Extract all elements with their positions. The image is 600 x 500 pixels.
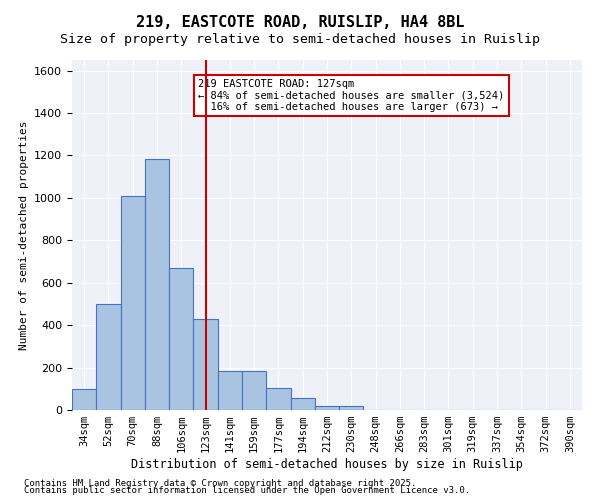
Y-axis label: Number of semi-detached properties: Number of semi-detached properties [19, 120, 29, 350]
Text: 219 EASTCOTE ROAD: 127sqm
← 84% of semi-detached houses are smaller (3,524)
  16: 219 EASTCOTE ROAD: 127sqm ← 84% of semi-… [198, 79, 505, 112]
Bar [266, 388, 290, 410]
X-axis label: Distribution of semi-detached houses by size in Ruislip: Distribution of semi-detached houses by … [131, 458, 523, 471]
Bar [145, 158, 169, 410]
Text: Contains HM Land Registry data © Crown copyright and database right 2025.: Contains HM Land Registry data © Crown c… [24, 478, 416, 488]
Bar [169, 268, 193, 410]
Bar [218, 371, 242, 410]
Bar [290, 398, 315, 410]
Text: Size of property relative to semi-detached houses in Ruislip: Size of property relative to semi-detach… [60, 32, 540, 46]
Bar [193, 319, 218, 410]
Text: 219, EASTCOTE ROAD, RUISLIP, HA4 8BL: 219, EASTCOTE ROAD, RUISLIP, HA4 8BL [136, 15, 464, 30]
Bar [242, 371, 266, 410]
Bar [121, 196, 145, 410]
Bar [315, 406, 339, 410]
Bar [339, 406, 364, 410]
Text: Contains public sector information licensed under the Open Government Licence v3: Contains public sector information licen… [24, 486, 470, 495]
Bar [72, 390, 96, 410]
Bar [96, 304, 121, 410]
